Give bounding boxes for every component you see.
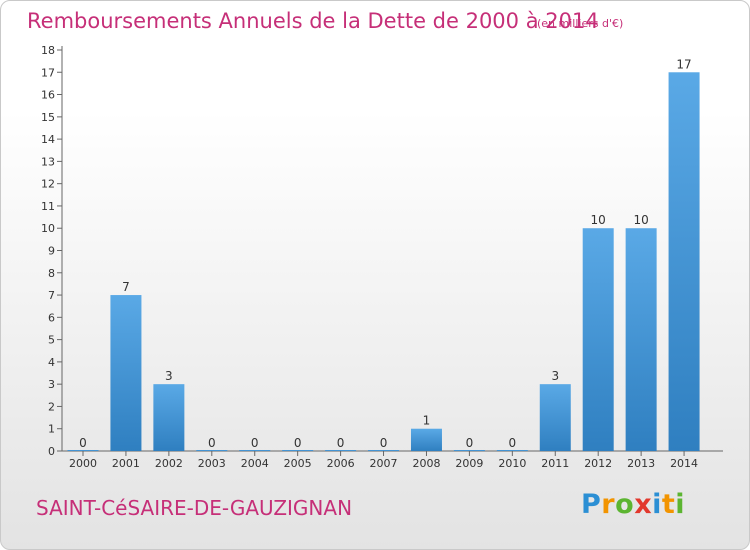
x-tick-label: 2000 <box>69 457 97 470</box>
y-tick-label: 9 <box>48 245 55 258</box>
x-tick-label: 2013 <box>627 457 655 470</box>
bar-value-label: 0 <box>79 436 87 450</box>
bar-value-label: 0 <box>466 436 474 450</box>
logo-letter: r <box>601 489 616 520</box>
bar-value-label: 7 <box>122 280 130 294</box>
bar-value-label: 10 <box>633 213 648 227</box>
y-tick-label: 4 <box>48 356 55 369</box>
y-tick-label: 16 <box>41 89 55 102</box>
y-tick-label: 17 <box>41 66 55 79</box>
x-tick-label: 2014 <box>670 457 698 470</box>
bar-2011 <box>539 384 571 451</box>
bar-value-label: 1 <box>423 414 431 428</box>
bar-value-label: 17 <box>676 57 691 71</box>
y-tick-label: 6 <box>48 311 55 324</box>
commune-name: SAINT-CéSAIRE-DE-GAUZIGNAN <box>36 496 353 520</box>
chart-unit-note: (en milliers d'€) <box>537 17 624 30</box>
bar-2001 <box>110 295 142 451</box>
y-tick-label: 18 <box>41 44 55 57</box>
y-tick-label: 5 <box>48 334 55 347</box>
chart-bars <box>67 72 700 452</box>
y-tick-label: 1 <box>48 423 55 436</box>
y-tick-label: 14 <box>41 133 55 146</box>
y-tick-label: 7 <box>48 289 55 302</box>
bar-2014 <box>668 72 700 452</box>
y-tick-label: 15 <box>41 111 55 124</box>
logo-letter: i <box>675 489 686 520</box>
y-tick-label: 8 <box>48 267 55 280</box>
bar-2006 <box>325 450 357 451</box>
bar-value-label: 3 <box>165 369 173 383</box>
x-tick-label: 2010 <box>498 457 526 470</box>
y-tick-label: 13 <box>41 155 55 168</box>
x-tick-label: 2003 <box>198 457 226 470</box>
logo-letter: P <box>581 489 602 520</box>
bar-value-label: 0 <box>337 436 345 450</box>
logo-letter: i <box>652 489 662 520</box>
y-tick-label: 11 <box>41 200 55 213</box>
bar-2010 <box>496 450 528 451</box>
x-tick-label: 2011 <box>541 457 569 470</box>
x-tick-label: 2009 <box>455 457 483 470</box>
x-tick-label: 2012 <box>584 457 612 470</box>
bar-2003 <box>196 450 228 451</box>
x-tick-label: 2002 <box>155 457 183 470</box>
logo-letter: t <box>661 489 676 520</box>
bar-value-label: 3 <box>551 369 559 383</box>
bar-2005 <box>282 450 314 451</box>
bar-2009 <box>453 450 485 451</box>
x-tick-label: 2005 <box>284 457 312 470</box>
y-tick-label: 2 <box>48 400 55 413</box>
y-tick-label: 10 <box>41 222 55 235</box>
proxiti-logo: Proxiti <box>581 489 685 520</box>
bar-value-label: 0 <box>380 436 388 450</box>
chart-labels: 0 2000 7 2001 3 2002 0 2003 0 2004 0 2005 0 2006 0 2007… <box>69 57 698 470</box>
bar-2000 <box>67 450 99 451</box>
bar-value-label: 0 <box>251 436 259 450</box>
chart-title: Remboursements Annuels de la Dette de 20… <box>27 9 599 33</box>
x-tick-label: 2004 <box>241 457 269 470</box>
bar-2012 <box>582 228 614 451</box>
x-tick-label: 2001 <box>112 457 140 470</box>
x-tick-label: 2007 <box>370 457 398 470</box>
x-tick-label: 2008 <box>412 457 440 470</box>
logo-letter: x <box>634 489 653 520</box>
bar-value-label: 0 <box>509 436 517 450</box>
y-tick-label: 3 <box>48 378 55 391</box>
bar-2002 <box>153 384 185 451</box>
x-tick-label: 2006 <box>327 457 355 470</box>
bar-2007 <box>368 450 400 451</box>
y-tick-label: 12 <box>41 178 55 191</box>
bar-value-label: 10 <box>591 213 606 227</box>
bar-value-label: 0 <box>294 436 302 450</box>
bar-value-label: 0 <box>208 436 216 450</box>
bar-2008 <box>410 428 442 451</box>
y-tick-label: 0 <box>48 445 55 458</box>
bar-2004 <box>239 450 271 451</box>
logo-letter: o <box>615 489 635 520</box>
bar-2013 <box>625 228 657 451</box>
